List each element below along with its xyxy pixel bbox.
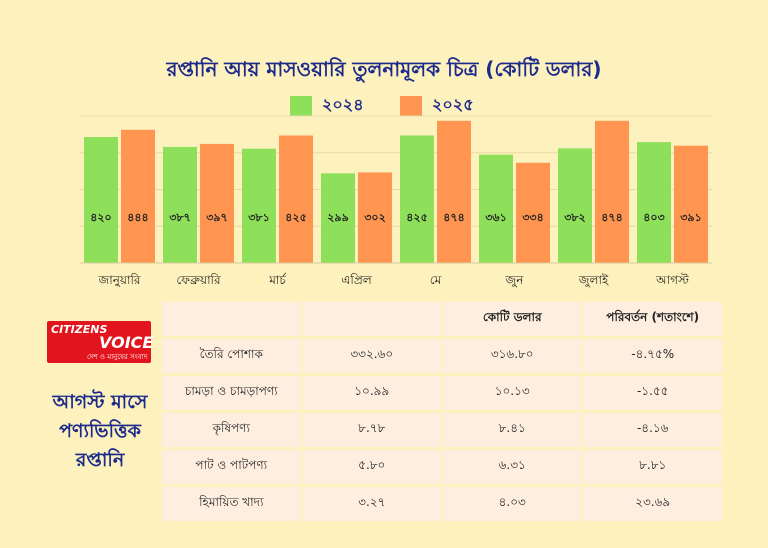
table-cell: চামড়া ও চামড়াপণ্য [162,376,303,410]
brand-name-main: VOICE [99,333,154,352]
table-cell: ৮.৪১ [442,413,584,447]
chart-title: রপ্তানি আয় মাসওয়ারি তুলনামূলক চিত্র (ক… [166,57,602,81]
table-cell: ২৩.৬৯ [583,487,724,521]
table-header: পরিবর্তন (শতাংশে) [583,302,724,336]
legend-item-2025: ২০২৫ [400,92,474,119]
table-row: কৃষিপণ্য ৮.৭৮ ৮.৪১ -৪.১৬ [162,413,724,447]
bar-২০২৪-1 [163,146,197,263]
bar-২০২৫-4 [437,120,471,263]
data-label: ৪২০ [90,211,111,224]
table-cell: ৩৩২.৬০ [302,339,443,373]
table-cell: পাট ও পাটপণ্য [162,450,303,484]
data-label: ৩৮১ [248,211,269,224]
table-cell: -১.৫৫ [583,376,724,410]
table-cell: ৫.৮০ [302,450,443,484]
table-cell: ১০.৯৯ [302,376,443,410]
category-label: আগস্ট [655,273,690,287]
table-row: তৈরি পোশাক ৩৩২.৬০ ৩১৬.৮০ -৪.৭৫% [162,339,724,373]
table-header [162,302,303,336]
bar-২০২৫-7 [674,145,708,263]
data-label: ৩৩৪ [522,211,543,224]
category-label: এপ্রিল [341,273,373,287]
bar-২০২৪-3 [321,173,355,263]
brand-name-top: CITIZENS [51,323,108,336]
category-label: ফেব্রুয়ারি [176,273,221,287]
table-cell: ৮.৭৮ [302,413,443,447]
table-cell: তৈরি পোশাক [162,339,303,373]
data-label: ৩৯১ [680,211,701,224]
bar-২০২৫-0 [121,129,155,263]
table-cell: -৪.৭৫% [583,339,724,373]
bar-২০২৫-6 [595,120,629,263]
bar-২০২৫-1 [200,143,234,263]
table-cell: ১০.১৩ [442,376,584,410]
table-cell: -৪.১৬ [583,413,724,447]
category-label: জুন [505,273,525,288]
table-header: কোটি ডলার [442,302,584,336]
data-label: ৩৮৭ [169,211,190,224]
table-cell: হিমায়িত খাদ্য [162,487,303,521]
category-label: জানুয়ারি [98,273,141,288]
table-cell: ৬.৩১ [442,450,584,484]
bar-২০২৫-2 [279,135,313,263]
bar-২০২৪-7 [637,142,671,263]
data-label: ৪০৩ [643,211,664,224]
data-label: ৪৭৪ [443,211,464,224]
data-label: ৩৯৭ [206,211,227,224]
table-cell: ৩.২৭ [302,487,443,521]
table-cell: ৮.৮১ [583,450,724,484]
legend-item-2024: ২০২৪ [290,92,364,119]
data-label: ৩০২ [364,211,385,224]
bar-২০২৪-5 [479,154,513,263]
bar-২০২৪-0 [84,137,118,263]
bar-২০২৪-2 [242,148,276,263]
data-label: ৪২৫ [285,211,306,224]
legend-label-2025: ২০২৫ [432,95,474,114]
table-header-row: কোটি ডলার পরিবর্তন (শতাংশে) [162,302,724,336]
side-title: আগস্ট মাসে পণ্যভিত্তিক রপ্তানি [52,391,148,471]
table-cell: ৩১৬.৮০ [442,339,584,373]
legend-label-2024: ২০২৪ [322,95,364,114]
data-label: ৪৭৪ [601,211,622,224]
data-label: ২৯৯ [327,211,348,224]
category-label: মে [430,273,442,287]
data-label: ৩৬১ [485,211,506,224]
table-cell: ৪.০৩ [442,487,584,521]
table-row: চামড়া ও চামড়াপণ্য ১০.৯৯ ১০.১৩ -১.৫৫ [162,376,724,410]
legend-swatch-2025 [400,95,422,116]
data-label: ৩৮২ [564,211,585,224]
table-header [302,302,443,336]
category-label: মার্চ [268,273,287,287]
data-label: ৪৪৪ [127,211,148,224]
table-cell: কৃষিপণ্য [162,413,303,447]
data-label: ৪২৫ [406,211,427,224]
bar-chart: ৪২০ ৪৪৪ জানুয়ারি ৩৮৭ ৩৯৭ ফেব্রুয়ারি ৩৮১ ৪২৫ মা… [80,115,712,288]
table-row: হিমায়িত খাদ্য ৩.২৭ ৪.০৩ ২৩.৬৯ [162,487,724,521]
bar-২০২৫-5 [516,162,550,263]
brand-logo: CITIZENS VOICE দেশ ও মানুষের সংবাদ [47,321,154,363]
table-row: পাট ও পাটপণ্য ৫.৮০ ৬.৩১ ৮.৮১ [162,450,724,484]
bar-২০২৪-6 [558,148,592,263]
export-table: কোটি ডলার পরিবর্তন (শতাংশে) তৈরি পোশাক ৩… [162,299,724,524]
category-label: জুলাই [578,273,609,288]
bar-২০২৪-4 [400,135,434,263]
bar-২০২৫-3 [358,172,392,263]
legend-swatch-2024 [290,95,312,116]
brand-tagline: দেশ ও মানুষের সংবাদ [87,353,148,361]
